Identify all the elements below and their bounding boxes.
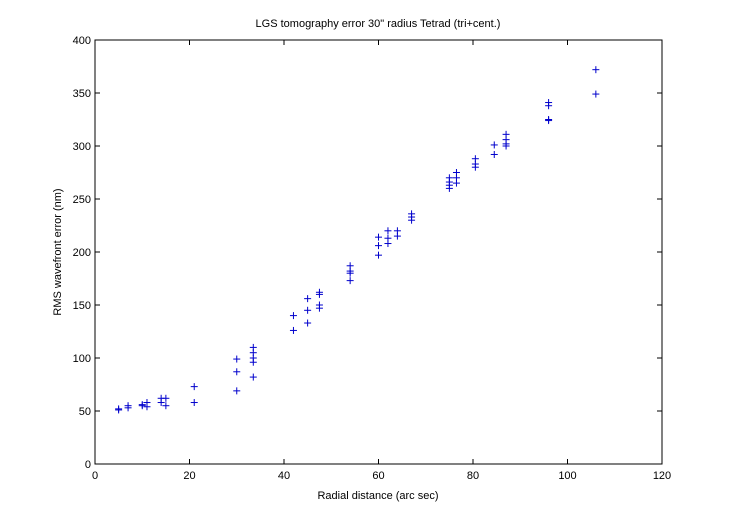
data-point — [143, 399, 151, 407]
data-point — [233, 355, 241, 363]
data-point — [452, 169, 460, 176]
data-point — [408, 210, 416, 218]
chart-title: LGS tomography error 30" radius Tetrad (… — [256, 18, 501, 30]
y-tick-label: 50 — [79, 406, 91, 418]
data-point — [304, 306, 312, 314]
data-point — [384, 227, 392, 235]
data-point — [375, 242, 382, 250]
data-point — [249, 373, 257, 381]
x-tick-label: 0 — [92, 470, 98, 482]
data-point — [289, 312, 297, 320]
data-point — [445, 174, 453, 182]
y-tick-label: 300 — [73, 141, 91, 153]
y-tick-label: 350 — [73, 88, 91, 100]
data-point — [502, 130, 510, 138]
x-tick-label: 120 — [653, 470, 671, 482]
data-point — [545, 99, 553, 107]
data-point — [115, 405, 123, 413]
x-tick-label: 40 — [278, 470, 290, 482]
data-point — [315, 301, 323, 309]
x-axis-label: Radial distance (arc sec) — [317, 490, 438, 502]
data-series — [115, 66, 600, 414]
x-tick-label: 80 — [467, 470, 479, 482]
y-axis: 0 50 100 150 200 250 300 350 400 — [73, 35, 662, 471]
data-point — [304, 319, 312, 327]
data-point — [315, 288, 323, 296]
x-axis: 0 20 40 60 80 100 120 — [92, 40, 671, 482]
data-point — [289, 326, 297, 334]
data-point — [138, 401, 146, 409]
data-point — [233, 387, 241, 395]
data-point — [346, 262, 354, 270]
x-tick-label: 20 — [183, 470, 195, 482]
data-point — [124, 402, 132, 410]
y-tick-label: 200 — [73, 247, 91, 259]
data-point — [346, 277, 354, 285]
data-point — [471, 155, 479, 163]
x-tick-label: 100 — [558, 470, 576, 482]
y-tick-label: 150 — [73, 300, 91, 312]
data-point — [162, 402, 170, 410]
data-point — [249, 343, 257, 351]
data-point — [375, 233, 382, 241]
data-point — [375, 251, 382, 259]
data-point — [490, 150, 498, 158]
y-axis-label: RMS wavefront error (nm) — [52, 188, 64, 315]
data-point — [162, 394, 170, 402]
data-point — [233, 368, 241, 376]
data-point — [304, 295, 312, 303]
data-point — [393, 227, 401, 235]
y-tick-label: 400 — [73, 35, 91, 47]
data-point — [384, 234, 392, 242]
data-point — [190, 399, 198, 407]
y-tick-label: 0 — [85, 459, 91, 471]
y-tick-label: 250 — [73, 194, 91, 206]
data-point — [592, 66, 600, 74]
y-tick-label: 100 — [73, 353, 91, 365]
data-point — [545, 116, 553, 123]
data-point — [592, 90, 600, 98]
data-point — [490, 141, 498, 149]
data-point — [190, 383, 198, 391]
x-tick-label: 60 — [372, 470, 384, 482]
